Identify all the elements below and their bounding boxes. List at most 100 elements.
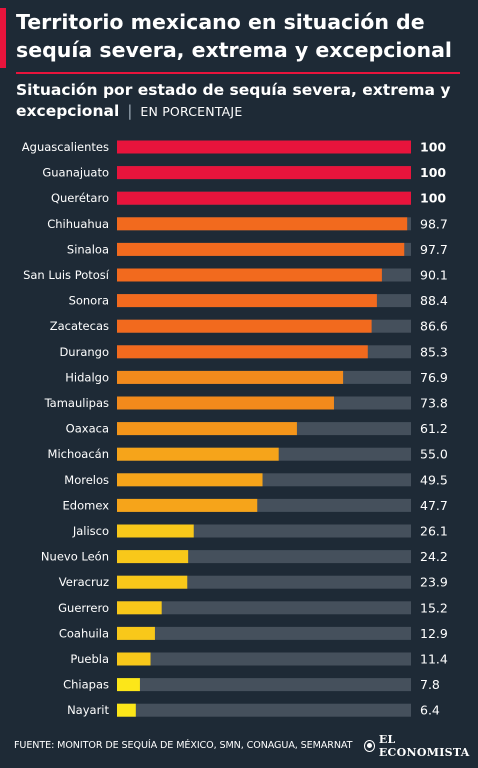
bar-track [117, 703, 411, 717]
bar-row: Edomex 47.7 [63, 498, 448, 513]
category-label: Edomex [63, 498, 110, 512]
bar [117, 268, 382, 282]
category-label: Sonora [69, 294, 109, 308]
category-label: Durango [59, 345, 109, 359]
bar-row: Oaxaca 61.2 [66, 421, 448, 436]
chart-title: Territorio mexicano en situación de sequ… [16, 10, 452, 62]
bar-row: Chiapas 7.8 [63, 677, 440, 692]
bar-track [117, 575, 411, 589]
bar [117, 703, 136, 717]
value-label: 100 [420, 165, 446, 180]
bar [117, 217, 408, 231]
value-label: 100 [420, 140, 446, 155]
bar-row: Guerrero 15.2 [58, 600, 448, 615]
bar-row: Querétaro 100 [51, 191, 446, 206]
bar-row: Durango 85.3 [59, 344, 447, 359]
bar-row: Zacatecas 86.6 [50, 319, 448, 334]
subtitle-separator: | [127, 102, 133, 120]
bar [117, 396, 334, 410]
category-label: Morelos [64, 473, 109, 487]
value-label: 11.4 [420, 652, 448, 667]
category-label: Querétaro [51, 191, 109, 205]
source-note: FUENTE: MONITOR DE SEQUÍA DE MÉXICO, SMN… [14, 740, 353, 751]
bar [117, 678, 140, 692]
value-label: 6.4 [420, 703, 440, 718]
category-label: Chiapas [63, 678, 109, 692]
category-label: San Luis Potosí [23, 268, 110, 282]
bar-row: Jalisco 26.1 [72, 524, 448, 539]
title-divider [16, 72, 460, 74]
category-label: Michoacán [48, 447, 109, 461]
bar-track [117, 550, 411, 564]
value-label: 26.1 [420, 524, 448, 539]
category-label: Nuevo León [41, 550, 109, 564]
value-label: 49.5 [420, 472, 448, 487]
bar [117, 166, 411, 180]
bar-track [117, 601, 411, 615]
bar [117, 422, 297, 436]
category-label: Jalisco [72, 524, 109, 538]
logo-text: EL ECONOMISTA [378, 733, 470, 759]
bar-row: Aguascalientes 100 [22, 140, 447, 155]
bar-row: Morelos 49.5 [64, 472, 448, 487]
bar [117, 550, 189, 564]
value-label: 90.1 [420, 268, 448, 283]
bar-row: Coahuila 12.9 [59, 626, 448, 641]
category-label: Zacatecas [50, 319, 109, 333]
value-label: 86.6 [420, 319, 448, 334]
value-label: 55.0 [420, 447, 448, 462]
value-label: 61.2 [420, 421, 448, 436]
category-label: Aguascalientes [22, 140, 109, 154]
bar [117, 345, 368, 359]
bar [117, 575, 188, 589]
chart-subtitle: Situación por estado de sequía severa, e… [16, 80, 466, 122]
bar-row: Sinaloa 97.7 [67, 242, 448, 257]
category-label: Guerrero [58, 601, 109, 615]
bar [117, 140, 411, 154]
bar-row: Chihuahua 98.7 [47, 216, 448, 231]
value-label: 98.7 [420, 216, 448, 231]
category-label: Nayarit [67, 703, 109, 717]
bar [117, 652, 151, 666]
value-label: 23.9 [420, 575, 448, 590]
bar [117, 447, 279, 461]
value-label: 85.3 [420, 344, 448, 359]
subtitle-main: Situación por estado de sequía severa, e… [16, 81, 451, 120]
bar-track [117, 652, 411, 666]
bar-row: San Luis Potosí 90.1 [23, 268, 448, 283]
bar-track [117, 678, 411, 692]
value-label: 76.9 [420, 370, 448, 385]
subtitle-unit: EN PORCENTAJE [140, 104, 243, 119]
bar [117, 601, 162, 615]
value-label: 24.2 [420, 549, 448, 564]
bar-row: Puebla 11.4 [70, 652, 448, 667]
category-label: Coahuila [59, 626, 109, 640]
bar [117, 473, 263, 487]
bar [117, 294, 377, 308]
bar [117, 498, 258, 512]
bar [117, 626, 155, 640]
value-label: 12.9 [420, 626, 448, 641]
bar-track [117, 626, 411, 640]
bar-row: Veracruz 23.9 [59, 575, 448, 590]
value-label: 7.8 [420, 677, 440, 692]
category-label: Tamaulipas [44, 396, 109, 410]
bar [117, 370, 344, 384]
value-label: 100 [420, 191, 446, 206]
bar-row: Michoacán 55.0 [48, 447, 448, 462]
value-label: 73.8 [420, 396, 448, 411]
el-economista-logo: EL ECONOMISTA [364, 733, 478, 759]
category-label: Hidalgo [65, 370, 109, 384]
value-label: 97.7 [420, 242, 448, 257]
bar-chart: Aguascalientes 100 Guanajuato 100 Querétaro 1… [22, 140, 448, 718]
value-label: 47.7 [420, 498, 448, 513]
bar [117, 524, 194, 538]
bar [117, 319, 372, 333]
bar-row: Sonora 88.4 [69, 293, 448, 308]
bar-row: Nayarit 6.4 [67, 703, 440, 718]
bar [117, 191, 411, 205]
category-label: Chihuahua [47, 217, 109, 231]
bar [117, 242, 405, 256]
category-label: Oaxaca [66, 422, 109, 436]
category-label: Sinaloa [67, 242, 109, 256]
